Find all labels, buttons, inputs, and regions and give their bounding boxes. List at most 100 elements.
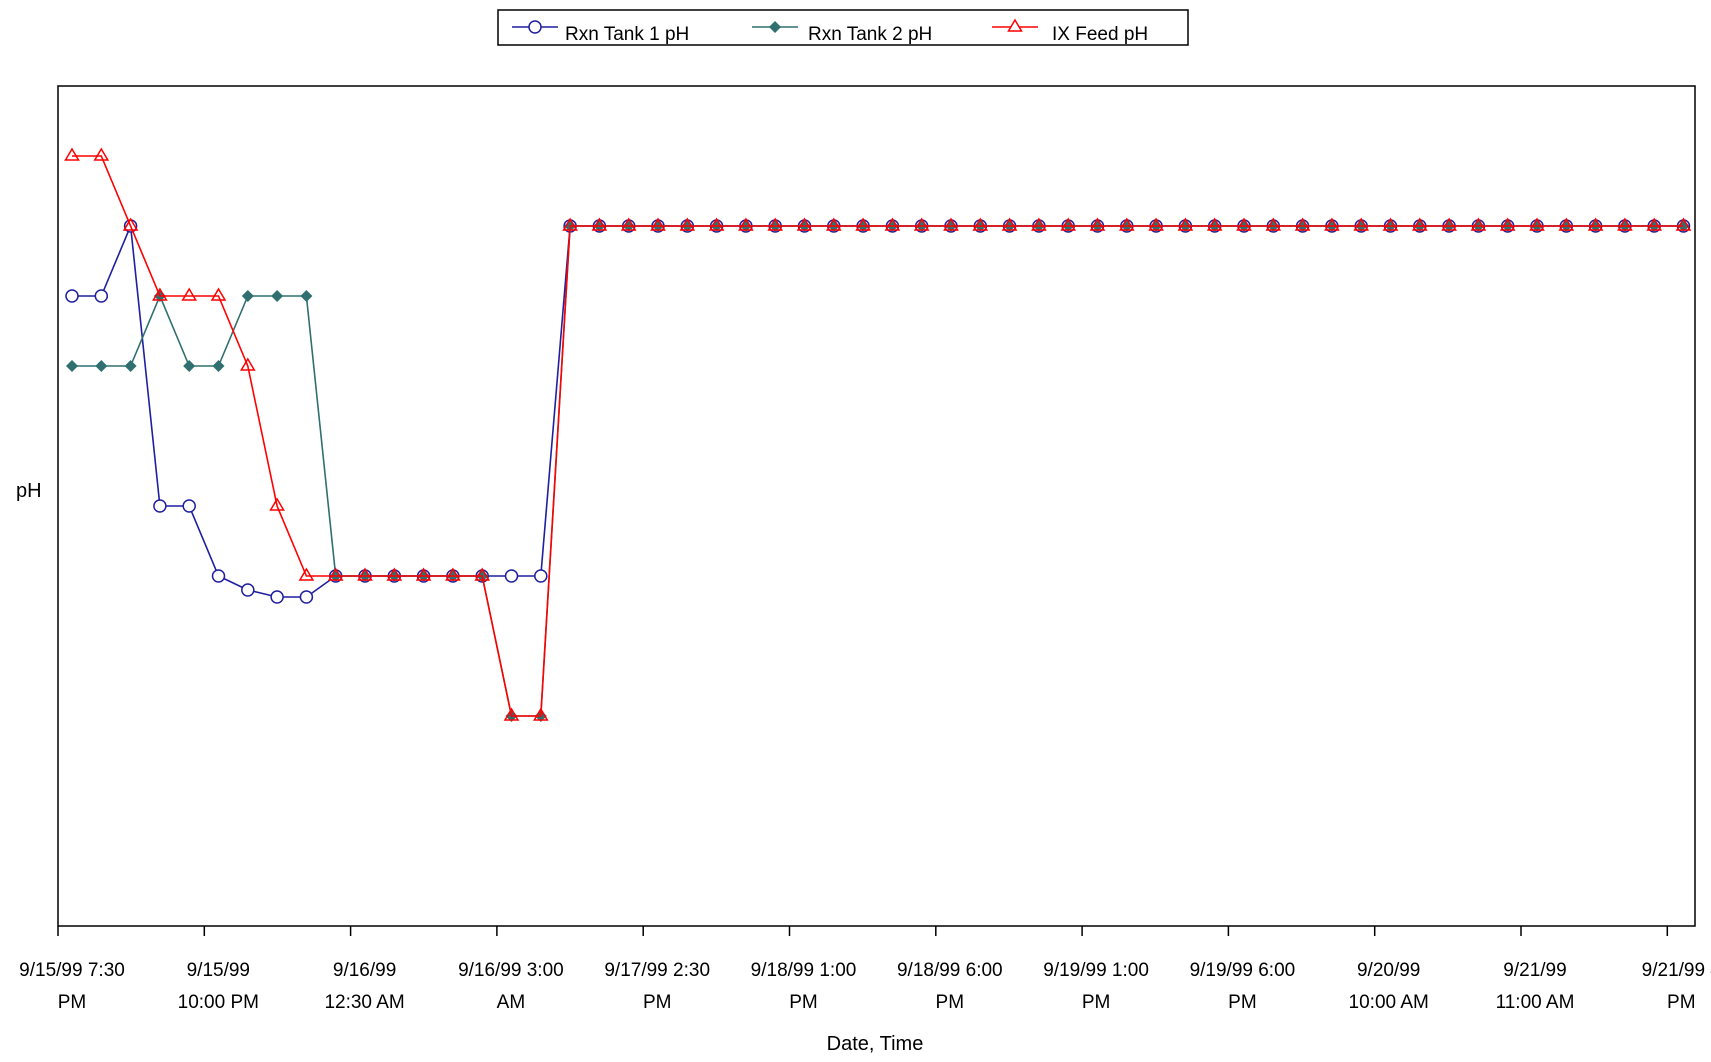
x-tick-label: 9/19/99 6:00 PM [1190,960,1296,1013]
legend-box [497,9,1189,46]
x-tick-label: 9/21/99 4PM [1642,960,1711,1013]
x-tick-label: 9/19/99 1:00 PM [1043,960,1149,1013]
data-point [299,590,314,604]
x-tick-label: 9/21/99 11:00 AM [1496,960,1575,1013]
data-point [503,707,520,721]
data-point [1148,217,1164,231]
data-point [122,217,139,231]
data-point [1089,217,1106,231]
series-layer [64,147,1692,722]
data-point [1353,217,1370,231]
data-point [124,360,137,372]
data-point [1441,217,1457,231]
data-point [152,287,168,301]
data-point [620,217,637,231]
data-point [1646,217,1663,231]
data-point [825,217,842,231]
data-point [796,217,813,231]
legend-item-rxn-tank-1: Rxn Tank 1 pH [512,20,689,45]
data-point [65,289,79,303]
data-point [269,497,285,511]
data-point [1294,217,1311,231]
data-point [1499,217,1516,231]
data-point [270,590,284,604]
data-point [239,357,256,371]
data-point [1587,217,1604,231]
x-tick-label: 9/20/99 10:00 AM [1349,960,1429,1013]
data-point [241,290,254,302]
legend-marker-ix-feed [1007,18,1023,32]
data-point [913,217,930,231]
data-point [181,287,198,301]
data-point [66,360,78,372]
x-tick-label: 9/15/99 10:00 PM [178,960,259,1013]
x-tick-label: 9/18/99 6:00 PM [897,960,1003,1013]
x-tick-label: 9/18/99 1:00 PM [751,960,857,1013]
data-point [1001,217,1018,231]
data-point [445,567,461,581]
data-point [95,360,108,372]
x-axis-ticks [57,926,1669,936]
data-point [1529,217,1545,231]
data-point [650,217,666,231]
data-point [1324,217,1340,231]
legend-item-ix-feed: IX Feed pH [992,18,1148,45]
legend-label-rxn-tank-2: Rxn Tank 2 pH [808,24,932,45]
data-point [1177,217,1194,231]
data-point [591,217,608,231]
data-point [357,567,373,581]
data-point [327,567,344,581]
data-point [241,583,255,597]
plot-area [57,85,1696,927]
x-tick-label: 9/16/99 3:00 AM [458,960,564,1013]
legend-label-rxn-tank-1: Rxn Tank 1 pH [565,24,689,45]
data-point [210,287,227,301]
data-point [153,499,167,513]
series-ix-feed-ph [64,147,1692,721]
data-point [1558,217,1575,231]
data-point [855,217,871,231]
data-point [212,360,225,372]
data-point [562,217,578,231]
legend-marker-rxn-tank-1 [528,20,542,34]
data-point [532,707,549,721]
data-point [884,217,901,231]
x-tick-label: 9/17/99 2:30 PM [604,960,710,1013]
data-point [386,567,403,581]
data-point [1617,217,1633,231]
data-point [1236,217,1252,231]
data-point [182,499,196,513]
x-axis-tick-labels: 9/15/99 7:30 PM 9/15/99 10:00 PM 9/16/99 12:3… [19,960,1711,1013]
data-point [93,147,110,161]
data-point [1411,217,1428,231]
data-point [1031,217,1047,231]
data-point [1675,217,1692,231]
data-point [1118,217,1135,231]
data-point [298,567,315,581]
data-point [534,569,548,583]
data-point [1470,217,1487,231]
x-tick-label: 9/15/99 7:30 PM [19,960,125,1013]
data-point [271,290,284,302]
data-point [1382,217,1399,231]
data-point [943,217,959,231]
x-tick-label: 9/16/99 12:30 AM [324,960,404,1013]
data-point [767,217,784,231]
data-point [415,567,432,581]
data-point [211,569,226,583]
data-point [94,289,109,303]
data-point [504,569,519,583]
data-point [300,290,313,302]
data-point [474,567,491,581]
data-point [679,217,696,231]
data-point [738,217,754,231]
y-axis-label: pH [16,480,42,502]
data-point [1265,217,1282,231]
data-point [972,217,989,231]
x-axis-label: Date, Time [827,1033,924,1055]
data-point [1206,217,1223,231]
legend: Rxn Tank 1 pH Rxn Tank 2 pH IX Feed pH [497,9,1189,46]
legend-label-ix-feed: IX Feed pH [1052,24,1148,45]
legend-marker-rxn-tank-2 [769,21,781,33]
